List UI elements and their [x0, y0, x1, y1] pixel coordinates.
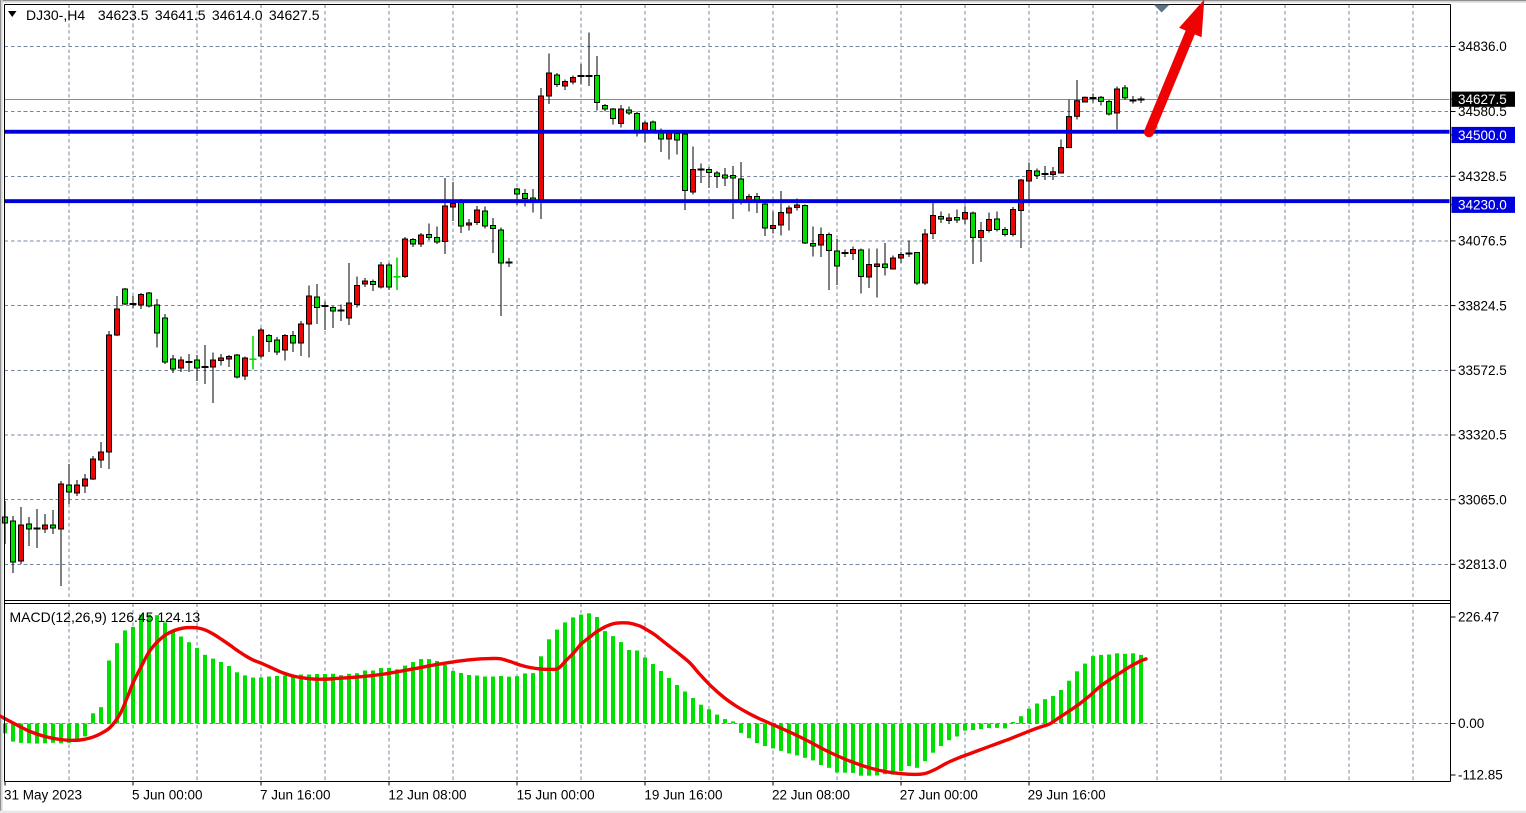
svg-text:0.00: 0.00 — [1458, 716, 1484, 731]
svg-text:33065.0: 33065.0 — [1458, 492, 1507, 507]
svg-text:5 Jun 00:00: 5 Jun 00:00 — [132, 788, 203, 803]
svg-text:34500.0: 34500.0 — [1458, 128, 1507, 143]
svg-text:15 Jun 00:00: 15 Jun 00:00 — [517, 788, 595, 803]
svg-text:34836.0: 34836.0 — [1458, 39, 1507, 54]
svg-text:29 Jun 16:00: 29 Jun 16:00 — [1028, 788, 1106, 803]
svg-text:34230.0: 34230.0 — [1458, 198, 1507, 213]
svg-text:31 May 2023: 31 May 2023 — [4, 788, 82, 803]
svg-text:226.47: 226.47 — [1458, 610, 1499, 625]
svg-text:27 Jun 00:00: 27 Jun 00:00 — [900, 788, 978, 803]
svg-text:32813.0: 32813.0 — [1458, 557, 1507, 572]
svg-text:7 Jun 16:00: 7 Jun 16:00 — [260, 788, 331, 803]
svg-text:33824.5: 33824.5 — [1458, 298, 1507, 313]
svg-text:34627.5: 34627.5 — [1458, 92, 1507, 107]
svg-text:DJ30-,H4 34623.5 34641.5 3461: DJ30-,H4 34623.5 34641.5 34614.0 34627.5 — [26, 7, 320, 23]
svg-text:-112.85: -112.85 — [1458, 768, 1503, 783]
svg-text:34580.5: 34580.5 — [1458, 104, 1507, 119]
svg-text:22 Jun 08:00: 22 Jun 08:00 — [772, 788, 850, 803]
svg-text:12 Jun 08:00: 12 Jun 08:00 — [388, 788, 466, 803]
svg-text:33320.5: 33320.5 — [1458, 428, 1507, 443]
svg-text:34328.5: 34328.5 — [1458, 169, 1507, 184]
svg-text:33572.5: 33572.5 — [1458, 363, 1507, 378]
svg-text:34076.5: 34076.5 — [1458, 234, 1507, 249]
svg-text:MACD(12,26,9) 126.45 124.13: MACD(12,26,9) 126.45 124.13 — [10, 609, 201, 625]
svg-text:19 Jun 16:00: 19 Jun 16:00 — [644, 788, 722, 803]
